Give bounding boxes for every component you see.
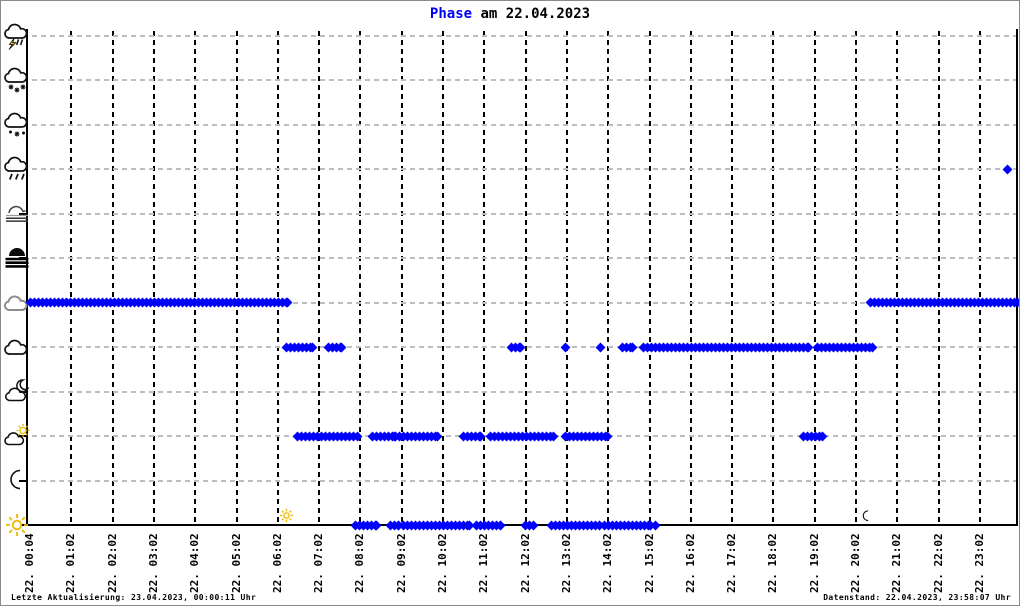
chart-title: Phase am 22.04.2023 bbox=[1, 6, 1019, 22]
sun-icon bbox=[6, 514, 28, 536]
overcast-cloud-icon bbox=[3, 295, 28, 311]
x-tick-label: 22. 02:02 bbox=[105, 533, 119, 593]
chart-title-keyword: Phase bbox=[429, 6, 473, 22]
hour-gridline bbox=[359, 31, 362, 525]
sleet-cloud-icon bbox=[4, 112, 28, 137]
row-gridline bbox=[32, 301, 1017, 304]
fog-icon bbox=[5, 248, 29, 268]
x-tick-label: 22. 20:02 bbox=[849, 533, 862, 593]
row-gridline bbox=[32, 123, 1017, 126]
rain-cloud-icon bbox=[4, 157, 28, 181]
chart-title-date: am 22.04.2023 bbox=[472, 6, 591, 22]
hour-gridline bbox=[400, 31, 403, 525]
y-axis-tick bbox=[19, 479, 27, 482]
x-tick-label: 22. 19:02 bbox=[807, 533, 821, 593]
y-axis-tick bbox=[19, 524, 27, 526]
x-tick-label: 22. 12:02 bbox=[518, 533, 532, 593]
hour-gridline bbox=[937, 31, 940, 525]
snow-cloud-icon bbox=[4, 68, 28, 93]
last-update-text: Letzte Aktualisierung: 23.04.2023, 00:00… bbox=[11, 593, 257, 602]
hour-gridline bbox=[152, 31, 155, 525]
moon-cloud-icon bbox=[4, 378, 30, 401]
hour-gridline bbox=[689, 31, 692, 525]
hour-gridline bbox=[896, 31, 899, 525]
x-tick-label: 22. 09:02 bbox=[394, 533, 408, 593]
x-tick-label: 22. 10:02 bbox=[436, 533, 449, 593]
hour-gridline bbox=[70, 31, 73, 525]
hour-gridline bbox=[235, 31, 238, 525]
hour-gridline bbox=[772, 31, 775, 525]
sunrise-sun-icon bbox=[280, 508, 294, 523]
row-gridline bbox=[32, 168, 1017, 171]
x-tick-label: 22. 05:02 bbox=[229, 533, 243, 593]
hour-gridline bbox=[855, 31, 857, 525]
hour-gridline bbox=[483, 31, 486, 525]
x-tick-label: 22. 16:02 bbox=[683, 533, 697, 593]
row-gridline bbox=[32, 35, 1017, 37]
x-tick-label: 22. 21:02 bbox=[890, 533, 904, 593]
x-tick-label: 22. 08:02 bbox=[353, 533, 367, 593]
x-tick-label: 22. 13:02 bbox=[559, 533, 573, 593]
data-point bbox=[595, 342, 606, 353]
x-tick-label: 22. 23:02 bbox=[972, 533, 986, 593]
hour-gridline bbox=[978, 31, 981, 525]
hour-gridline bbox=[607, 31, 610, 525]
x-tick-label: 22. 01:02 bbox=[64, 533, 78, 593]
y-axis-tick bbox=[19, 212, 27, 215]
x-tick-label: 22. 15:02 bbox=[642, 533, 656, 593]
hour-gridline bbox=[318, 31, 321, 525]
row-gridline bbox=[32, 479, 1017, 482]
x-tick-label: 22. 11:02 bbox=[477, 533, 491, 593]
hour-gridline bbox=[111, 31, 114, 525]
data-timestamp-text: Datenstand: 22.04.2023, 23:58:07 Uhr bbox=[823, 593, 1011, 602]
hour-gridline bbox=[194, 31, 197, 525]
x-tick-label: 22. 17:02 bbox=[725, 533, 739, 593]
x-tick-label: 22. 18:02 bbox=[766, 533, 780, 593]
sunset-moon-icon bbox=[862, 510, 868, 522]
cloudy-cloud-icon bbox=[4, 339, 28, 356]
hour-gridline bbox=[565, 31, 568, 525]
row-gridline bbox=[32, 79, 1017, 82]
x-tick-label: 22. 07:02 bbox=[312, 533, 326, 593]
x-tick-label: 22. 22:02 bbox=[931, 533, 945, 593]
mist-icon bbox=[6, 205, 28, 222]
x-tick-label: 22. 03:02 bbox=[146, 533, 160, 593]
x-tick-label: 22. 00:04 bbox=[23, 533, 36, 593]
hour-gridline bbox=[813, 31, 816, 525]
sun-cloud-icon bbox=[4, 424, 30, 446]
thunderstorm-icon bbox=[4, 23, 28, 50]
hour-gridline bbox=[648, 31, 651, 525]
x-tick-label: 22. 06:02 bbox=[270, 533, 284, 593]
data-point bbox=[282, 297, 293, 308]
data-point bbox=[1002, 164, 1013, 175]
hour-gridline bbox=[524, 31, 527, 525]
x-tick-label: 22. 14:02 bbox=[601, 533, 615, 593]
plot-right-border bbox=[1016, 29, 1018, 526]
row-gridline bbox=[32, 390, 1017, 393]
row-gridline bbox=[32, 212, 1017, 215]
hour-gridline bbox=[731, 31, 734, 525]
x-tick-label: 22. 04:02 bbox=[188, 533, 202, 593]
y-axis-line bbox=[26, 29, 28, 526]
row-gridline bbox=[32, 257, 1017, 260]
hour-gridline bbox=[276, 31, 279, 525]
hour-gridline bbox=[442, 31, 444, 525]
moon-icon bbox=[10, 469, 21, 489]
data-point bbox=[560, 342, 571, 353]
